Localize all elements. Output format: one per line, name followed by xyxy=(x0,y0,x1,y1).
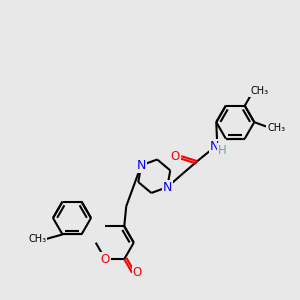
Text: CH₃: CH₃ xyxy=(267,123,285,133)
Text: O: O xyxy=(133,266,142,280)
Text: N: N xyxy=(136,159,146,172)
Text: O: O xyxy=(100,253,110,266)
Text: O: O xyxy=(171,150,180,163)
Text: N: N xyxy=(210,140,219,153)
Text: N: N xyxy=(163,181,172,194)
Text: CH₃: CH₃ xyxy=(250,86,268,96)
Text: CH₃: CH₃ xyxy=(28,235,46,244)
Text: H: H xyxy=(218,144,226,157)
